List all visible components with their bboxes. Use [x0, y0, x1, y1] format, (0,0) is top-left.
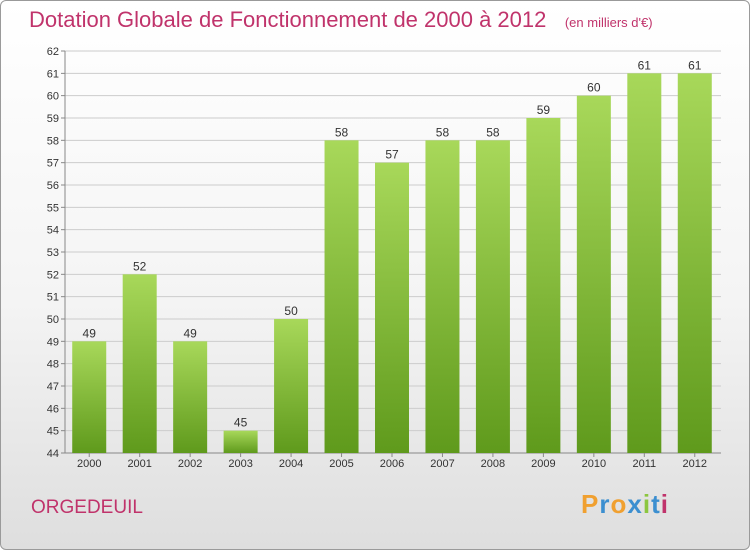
- x-tick-label-2007: 2007: [430, 458, 454, 470]
- data-label-2007: 58: [436, 125, 450, 139]
- y-tick-label: 56: [47, 180, 59, 192]
- data-label-2004: 50: [284, 304, 298, 318]
- proxiti-logo: Proxiti: [581, 489, 669, 520]
- y-tick-label: 49: [47, 336, 59, 348]
- y-tick-label: 62: [47, 46, 59, 58]
- x-tick-label-2001: 2001: [127, 458, 151, 470]
- x-tick-label-2009: 2009: [531, 458, 555, 470]
- commune-name: ORGEDEUIL: [31, 497, 143, 518]
- title-block: Dotation Globale de Fonctionnement de 20…: [29, 7, 653, 33]
- chart-unit: (en milliers d'€): [564, 15, 653, 30]
- x-tick-label-2003: 2003: [228, 458, 252, 470]
- y-tick-label: 58: [47, 135, 59, 147]
- data-label-2006: 57: [385, 148, 399, 162]
- bar-2005: [324, 140, 359, 454]
- x-tick-label-2011: 2011: [632, 458, 656, 470]
- y-tick-label: 53: [47, 247, 59, 259]
- data-label-2003: 45: [234, 416, 248, 430]
- x-tick-label-2000: 2000: [77, 458, 101, 470]
- logo-letter: i: [642, 489, 652, 519]
- y-tick-label: 48: [47, 359, 59, 371]
- data-label-2002: 49: [183, 326, 197, 340]
- data-label-2000: 49: [83, 326, 97, 340]
- logo-letter: o: [610, 489, 628, 519]
- logo-letter: t: [651, 489, 661, 519]
- chart-title: Dotation Globale de Fonctionnement de 20…: [29, 7, 547, 32]
- bar-2001: [122, 274, 157, 453]
- data-label-2009: 59: [537, 103, 551, 117]
- y-tick-label: 47: [47, 381, 59, 393]
- bar-2000: [72, 341, 107, 453]
- x-tick-label-2002: 2002: [178, 458, 202, 470]
- y-tick-label: 46: [47, 403, 59, 415]
- bar-2010: [576, 95, 611, 454]
- logo-letter: i: [660, 489, 669, 519]
- bar-2006: [375, 162, 409, 453]
- data-label-2012: 61: [688, 58, 702, 72]
- bar-2011: [627, 73, 662, 453]
- x-tick-label-2004: 2004: [279, 458, 303, 470]
- y-tick-label: 57: [47, 158, 59, 170]
- x-tick-label-2006: 2006: [380, 458, 404, 470]
- data-label-2001: 52: [133, 259, 147, 273]
- x-tick-label-2010: 2010: [582, 458, 606, 470]
- bar-2009: [526, 118, 561, 453]
- y-tick-label: 52: [47, 269, 59, 281]
- bar-2003: [223, 430, 258, 453]
- y-tick-label: 51: [47, 292, 59, 304]
- y-tick-label: 61: [47, 68, 59, 80]
- y-tick-label: 60: [47, 91, 59, 103]
- y-tick-label: 50: [47, 314, 59, 326]
- logo-letter: P: [581, 489, 600, 519]
- y-tick-label: 55: [47, 202, 59, 214]
- bar-2012: [677, 73, 712, 453]
- data-label-2011: 61: [638, 58, 652, 72]
- x-tick-label-2012: 2012: [683, 458, 707, 470]
- y-tick-label: 45: [47, 426, 59, 438]
- logo-letter: x: [627, 489, 643, 519]
- data-label-2010: 60: [587, 81, 601, 95]
- y-tick-label: 44: [47, 448, 59, 460]
- bar-2002: [173, 341, 208, 453]
- x-tick-label-2008: 2008: [481, 458, 505, 470]
- x-tick-label-2005: 2005: [329, 458, 353, 470]
- bar-2008: [475, 140, 510, 454]
- bar-2007: [425, 140, 460, 454]
- y-tick-label: 59: [47, 113, 59, 125]
- y-tick-label: 54: [47, 225, 59, 237]
- data-label-2005: 58: [335, 125, 349, 139]
- bar-2004: [274, 319, 309, 453]
- data-label-2008: 58: [486, 125, 500, 139]
- logo-letter: r: [599, 489, 611, 519]
